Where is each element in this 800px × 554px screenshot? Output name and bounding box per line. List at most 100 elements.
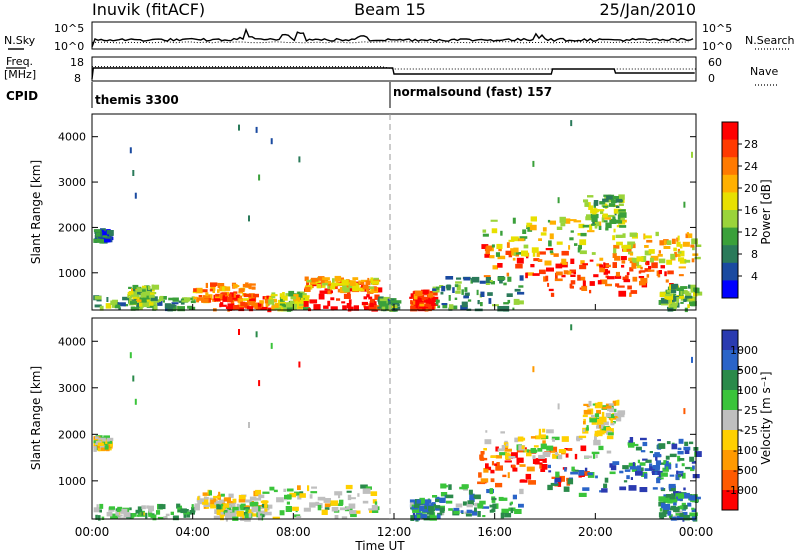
scatter-cell-velocity-10-45 [644,473,648,479]
scatter-cell-velocity-11-53 [432,495,438,498]
scatter-cell-power-12-58 [667,270,674,275]
scatter-cell-velocity-1-68 [180,508,187,514]
scatter-cell-velocity-10-22 [624,469,631,472]
scatter-cell-velocity-3-68 [264,504,268,508]
scatter-cell-power-11-44 [512,217,516,224]
scatter-cell-power-14-18 [657,253,663,257]
scatter-cell-power-7-59 [368,286,374,289]
scatter-cell-velocity-8-42 [639,462,646,466]
power-colorbar-tick-label-3: 16 [744,204,758,217]
scatter-cell-power-12-18 [599,266,606,273]
scatter-cell-velocity-7-26 [483,448,487,451]
scatter-cell-velocity-5-55 [427,500,430,506]
scatter-cell-power-3-45 [205,292,209,297]
scatter-cell-power-2-63 [136,287,140,290]
scatter-cell-power-1-1 [178,300,182,303]
scatter-cell-power-5-41 [282,292,285,298]
scatter-cell-velocity-9-54 [601,411,605,418]
scatter-cell-power-5-67 [274,303,279,308]
scatter-cell-velocity-10-13 [684,441,689,446]
scatter-cell-power-10-54 [489,255,495,259]
scatter-cell-velocity-10-2 [635,446,642,451]
velocity-colorbar-swatch-5 [722,430,738,451]
scatter-cell-power-15-39 [452,287,455,293]
scatter-cell-velocity-1-3 [156,510,161,515]
scatter-cell-power-8-58 [386,305,392,312]
scatter-cell-power-2-37 [129,296,132,303]
scatter-cell-power-4-9 [232,294,241,300]
scatter-cell-velocity-10-31 [685,466,691,470]
scatter-cell-velocity-11-62 [491,497,496,503]
scatter-cell-power-11-28 [482,229,487,233]
scatter-cell-power-10-51 [515,263,523,269]
scatter-cell-power-11-69 [582,224,590,228]
scatter-cell-velocity-0-65 [98,445,106,448]
scatter-cell-power-14-19 [676,237,679,242]
scatter-cell-velocity-12-31 [660,502,665,509]
xtick-label-0: 00:00 [75,525,110,539]
scatter-cell-power-15-69 [454,297,458,300]
scatter-cell-power-12-56 [664,271,667,277]
scatter-cell-velocity-11-61 [461,484,468,490]
scatter-cell-velocity-10-15 [640,450,646,453]
scatter-cell-velocity-9-17 [615,416,622,422]
scatter-cell-power-12-0 [656,270,660,276]
count-tick-top-right: 10^5 [702,22,732,35]
scatter-cell-power-6-3 [318,293,325,300]
scatter-cell-power-13-51 [603,220,608,223]
scatter-cell-velocity-4-39 [303,507,311,512]
scatter-cell-velocity-4-32 [331,507,339,512]
scatter-cell-power-3-65 [232,284,238,289]
scatter-cell-velocity-3-18 [260,513,263,517]
scatter-cell-power-16-42 [693,292,698,297]
scatter-cell-power-1-67 [94,295,102,300]
scatter-cell-power-12-16 [615,283,620,287]
scatter-cell-velocity-1-32 [117,514,123,517]
scatter-cell-power-3-52 [251,286,256,290]
scatter-cell-velocity-9-13 [589,416,597,419]
scatter-cell-power-7-32 [352,283,357,289]
scatter-cell-velocity-5-18 [429,515,437,521]
scatter-cell-power-4-24 [261,302,264,308]
scatter-cell-velocity-12-41 [662,508,668,514]
scatter-cell-velocity-6-30 [479,454,484,460]
xtick-label-4: 16:00 [477,525,512,539]
speckle-velocity-10 [570,324,573,331]
scatter-cell-power-11-22 [578,223,585,229]
scatter-cell-velocity-4-4 [323,498,331,503]
scatter-cell-velocity-2-67 [210,499,215,505]
scatter-cell-velocity-4-64 [339,507,347,511]
scatter-cell-velocity-5-58 [422,509,430,513]
scatter-cell-velocity-3-61 [223,503,230,508]
scatter-cell-power-5-29 [279,293,283,298]
scatter-cell-power-14-56 [636,256,644,262]
scatter-cell-power-7-69 [349,280,356,286]
scatter-cell-power-16-57 [669,304,677,309]
xtick-label-3: 12:00 [377,525,412,539]
scatter-cell-power-10-25 [561,250,569,256]
scatter-cell-velocity-3-51 [245,508,249,513]
scatter-cell-velocity-1-37 [191,504,194,509]
scatter-cell-power-12-50 [569,283,573,289]
scatter-cell-power-15-57 [448,295,451,301]
scatter-cell-velocity-11-43 [500,512,505,519]
scatter-cell-velocity-2-62 [239,507,245,511]
scatter-cell-power-14-23 [666,259,673,265]
scatter-cell-velocity-11-60 [437,512,443,516]
scatter-cell-power-3-35 [202,295,210,301]
scatter-cell-velocity-7-47 [505,452,510,459]
scatter-cell-power-11-40 [587,230,595,233]
scatter-cell-velocity-0-47 [106,437,114,441]
scatter-cell-velocity-11-42 [467,500,474,506]
speckle-power-12 [683,201,686,208]
scatter-cell-velocity-8-66 [675,474,680,480]
scatter-cell-velocity-4-0 [307,485,310,492]
scatter-cell-power-7-42 [352,286,359,292]
scatter-cell-power-16-29 [676,297,679,303]
scatter-cell-power-14-14 [694,256,701,260]
scatter-cell-velocity-6-45 [535,458,544,461]
scatter-cell-velocity-9-60 [592,403,596,406]
scatter-cell-velocity-1-60 [115,510,120,516]
scatter-cell-velocity-4-26 [346,490,352,493]
scatter-cell-velocity-8-64 [584,467,588,472]
